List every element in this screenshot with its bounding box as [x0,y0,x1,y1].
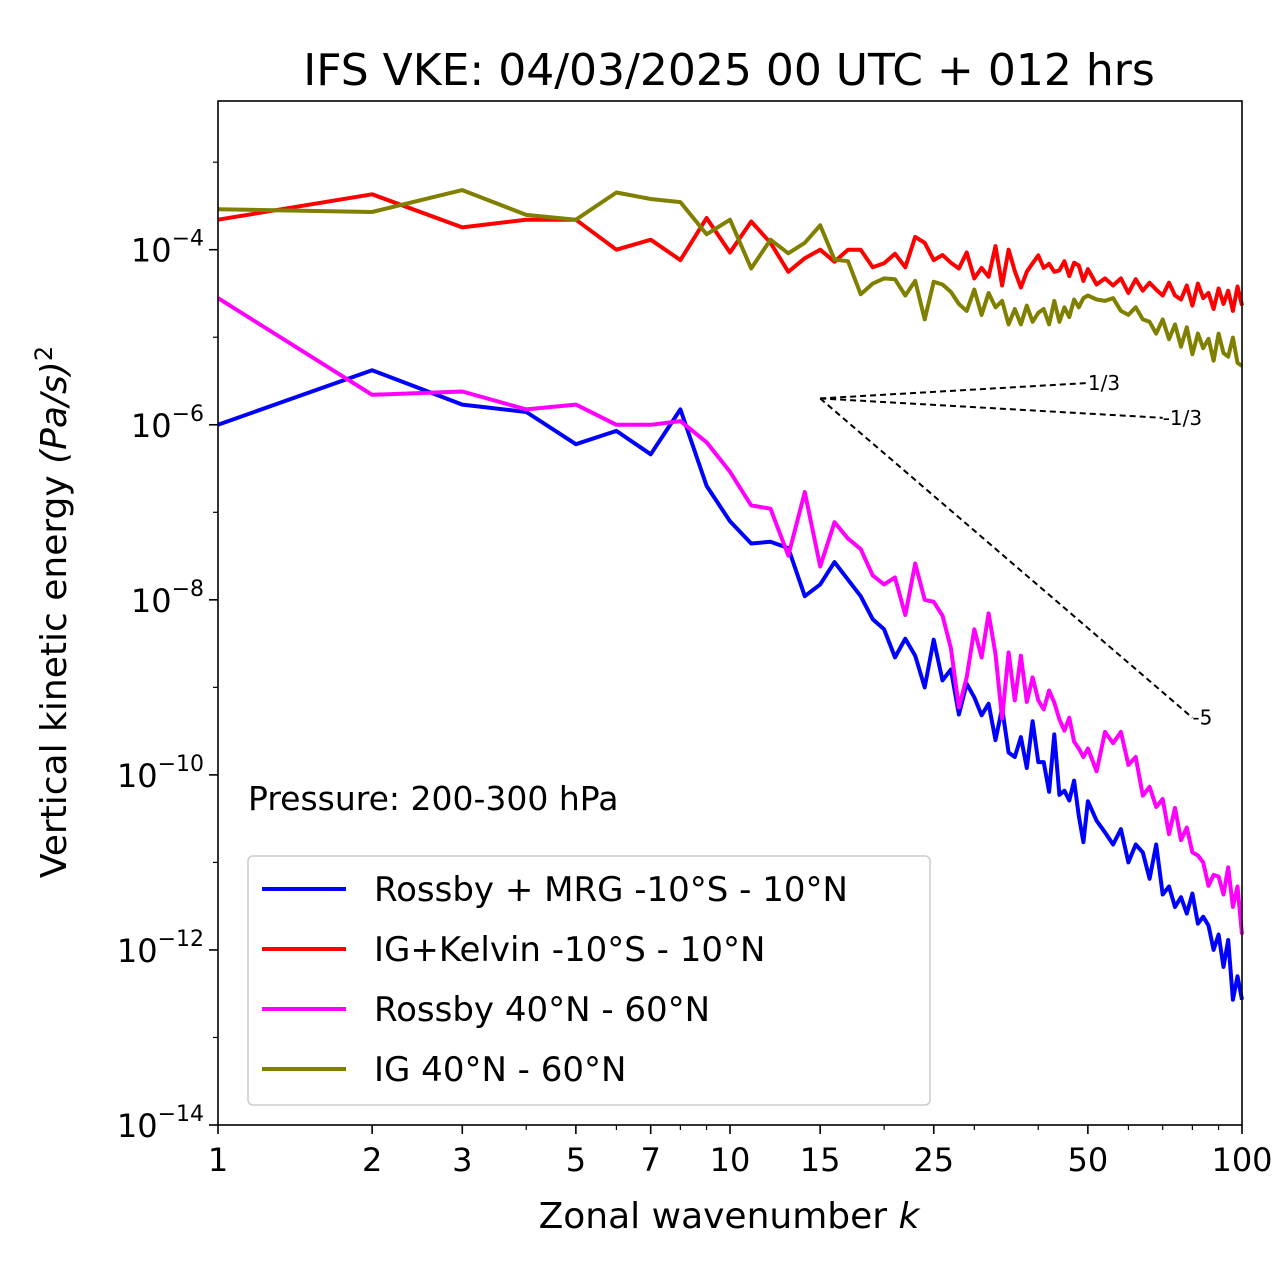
x-tick-label: 5 [566,1141,586,1179]
series-line-1 [217,368,1244,1002]
x-tick-label: 100 [1211,1141,1272,1179]
legend: Rossby + MRG -10°S - 10°N IG+Kelvin -10°S… [247,855,931,1106]
series-line-3 [216,296,1244,935]
reference-label-1: 1/3 [1088,371,1120,395]
x-tick-label: 7 [641,1141,661,1179]
reference-label-3: -5 [1192,706,1212,730]
series-line-4 [217,188,1244,368]
x-tick-label: 2 [362,1141,382,1179]
chart-title: IFS VKE: 04/03/2025 00 UTC + 012 hrs [303,45,1155,96]
reference-line-3 [819,397,1194,719]
y-axis-ticks: 10−4 10−6 10−8 10−10 10−12 10−14 [117,161,218,1145]
y-axis-label: Vertical kinetic energy (Pa/s)2 [30,346,75,878]
legend-label-3: Rossby 40°N - 60°N [374,990,710,1030]
x-tick-label: 10 [710,1141,751,1179]
x-axis-variable: k [899,1196,922,1237]
y-axis-unit: (Pa/s) [34,361,75,464]
x-tick-label: 3 [452,1141,472,1179]
y-tick-label: 10−10 [117,752,204,795]
y-tick-label: 10−6 [131,402,204,445]
reference-lines: 1/3 -1/3 -5 [819,371,1212,730]
y-tick-label: 10−8 [131,577,204,620]
series-layer [216,188,1244,1002]
x-axis-label: Zonal wavenumber k [539,1196,922,1237]
legend-label-2: IG+Kelvin -10°S - 10°N [374,930,765,970]
svg-text:Vertical kinetic energy (Pa/s): Vertical kinetic energy (Pa/s)2 [30,346,75,878]
reference-line-1 [820,382,1088,400]
legend-box [247,855,931,1106]
y-axis-unit-exponent: 2 [30,346,58,361]
x-axis-label-text: Zonal wavenumber [539,1196,888,1237]
x-axis-ticks: 1 2 3 5 7 10 15 25 50 100 [208,1125,1273,1179]
x-tick-label: 15 [800,1141,841,1179]
series-line-2 [217,192,1244,313]
reference-line-2 [820,397,1163,419]
x-tick-label: 25 [913,1141,954,1179]
x-tick-label: 1 [208,1141,228,1179]
y-axis-label-text: Vertical kinetic energy [34,475,75,878]
y-tick-label: 10−12 [117,927,204,970]
y-tick-label: 10−14 [117,1102,204,1145]
legend-label-4: IG 40°N - 60°N [374,1050,626,1090]
legend-label-1: Rossby + MRG -10°S - 10°N [374,870,848,910]
x-tick-label: 50 [1068,1141,1109,1179]
pressure-annotation: Pressure: 200-300 hPa [248,779,618,818]
y-tick-label: 10−4 [131,227,204,270]
reference-label-2: -1/3 [1163,406,1202,430]
